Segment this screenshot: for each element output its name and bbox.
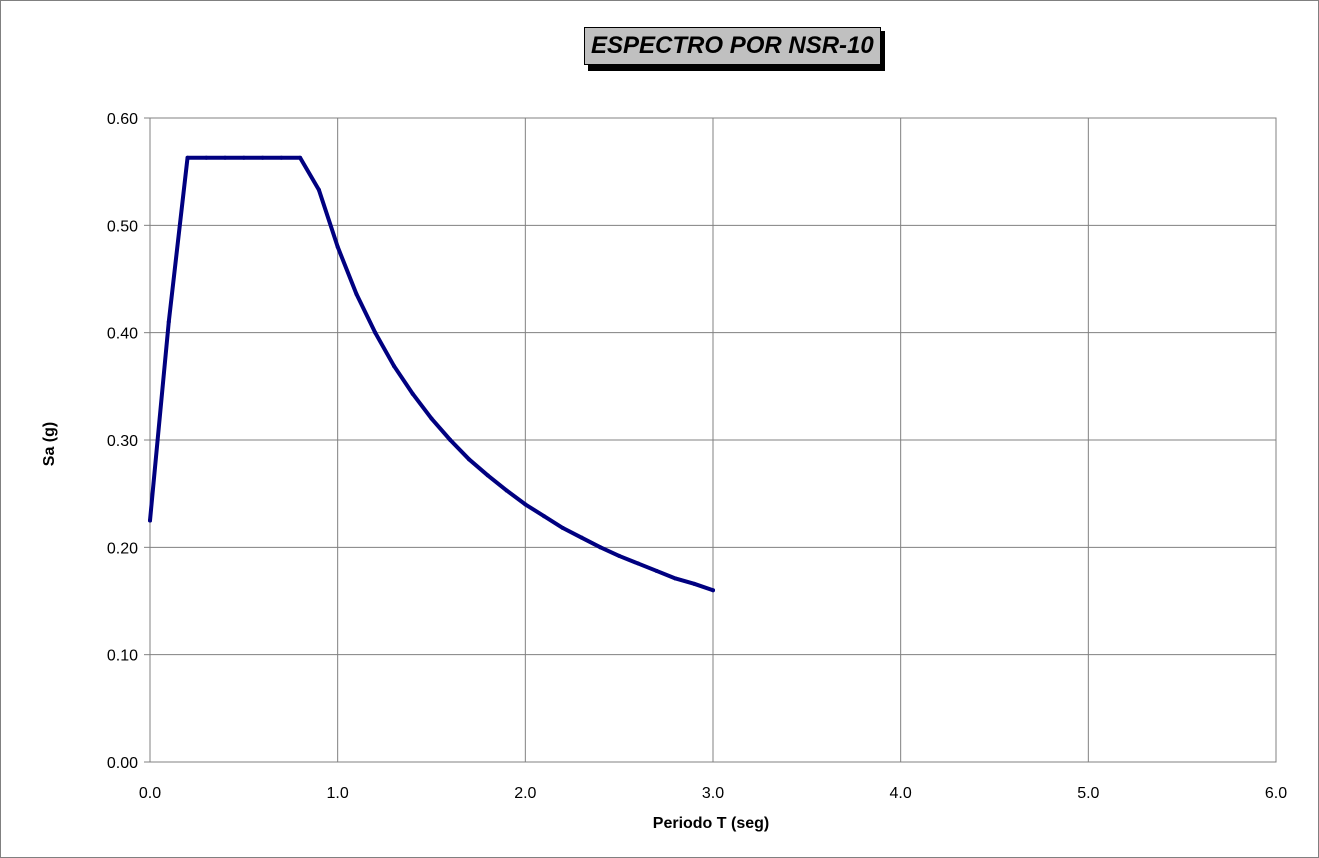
data-point	[617, 553, 622, 558]
x-tick-label: 0.0	[139, 785, 161, 802]
data-point	[166, 319, 171, 324]
data-point	[316, 187, 321, 192]
data-point	[410, 391, 415, 396]
chart-title: ESPECTRO POR NSR-10	[584, 27, 881, 65]
y-tick-label: 0.00	[107, 755, 138, 772]
data-point	[673, 576, 678, 581]
data-point	[523, 502, 528, 507]
y-tick-label: 0.20	[107, 540, 138, 557]
data-point	[448, 438, 453, 442]
plot-border	[149, 117, 1277, 763]
x-axis-title: Periodo T (seg)	[653, 815, 769, 832]
data-point	[148, 518, 152, 523]
x-tick-label: 4.0	[890, 785, 912, 802]
x-tick-label: 3.0	[702, 785, 724, 802]
y-tick-label: 0.40	[107, 326, 138, 343]
data-point	[467, 457, 472, 462]
data-point	[185, 155, 190, 160]
data-point	[335, 244, 340, 249]
data-point	[692, 581, 697, 586]
chart-title-box: ESPECTRO POR NSR-10	[584, 27, 885, 71]
x-tick-label: 2.0	[514, 785, 536, 802]
data-points	[148, 155, 715, 593]
data-point	[279, 155, 284, 160]
data-point	[579, 535, 584, 540]
data-point	[711, 588, 715, 593]
data-point	[429, 416, 434, 421]
data-point	[354, 292, 359, 297]
data-point	[560, 526, 565, 531]
y-axis-title: Sa (g)	[41, 422, 58, 466]
y-tick-label: 0.10	[107, 648, 138, 665]
data-point	[485, 473, 490, 478]
x-tick-label: 6.0	[1265, 785, 1287, 802]
x-tick-label: 1.0	[327, 785, 349, 802]
data-point	[542, 514, 547, 519]
data-point	[635, 561, 640, 566]
y-tick-labels: 0.00 0.10 0.20 0.30 0.40 0.50 0.60	[107, 111, 138, 772]
data-point	[260, 155, 265, 160]
grid	[144, 117, 1277, 763]
y-tick-label: 0.30	[107, 433, 138, 450]
data-point	[298, 155, 303, 160]
y-tick-label: 0.60	[107, 111, 138, 128]
data-point	[391, 363, 396, 368]
data-point	[223, 155, 228, 160]
data-point	[654, 568, 659, 573]
data-point	[504, 488, 509, 493]
data-point	[241, 155, 246, 160]
x-tick-label: 5.0	[1077, 785, 1099, 802]
y-tick-label: 0.50	[107, 218, 138, 235]
x-tick-labels: 0.0 1.0 2.0 3.0 4.0 5.0 6.0	[139, 785, 1287, 802]
data-point	[204, 155, 209, 160]
data-point	[373, 330, 378, 335]
data-point	[598, 545, 603, 550]
